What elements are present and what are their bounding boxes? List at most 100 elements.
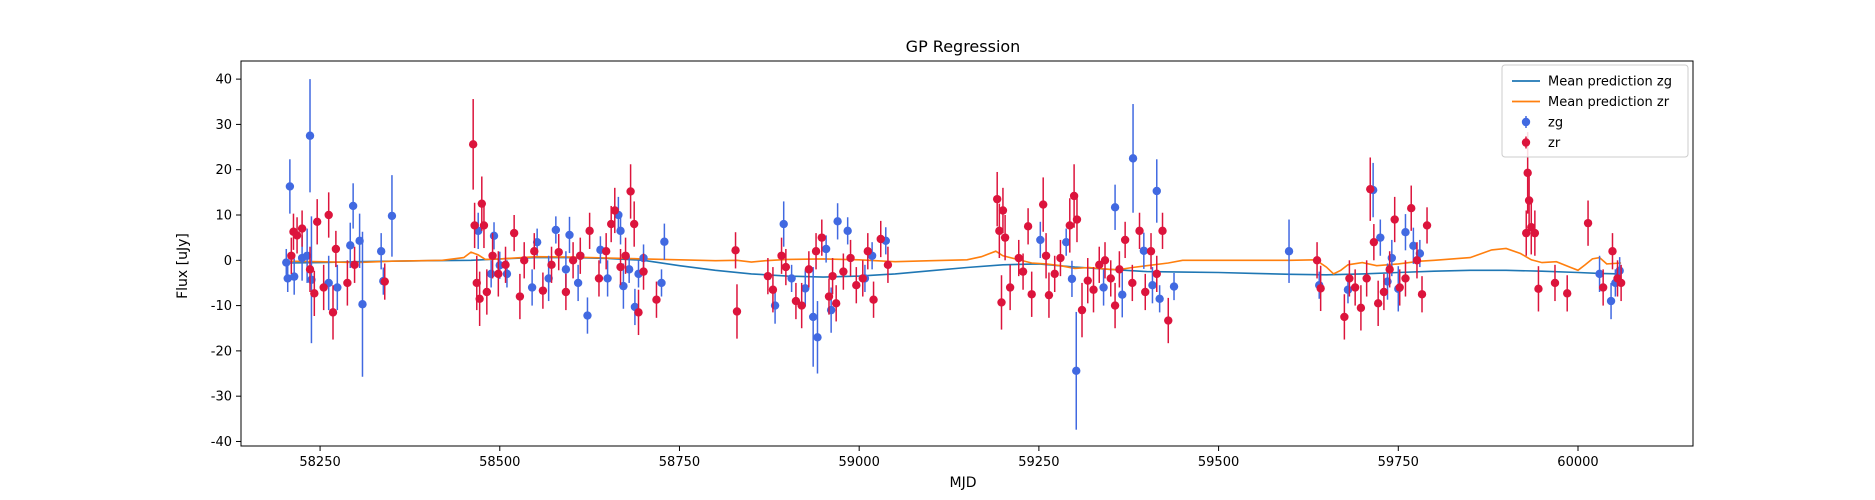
data-point-zr [1550,278,1560,288]
data-point-zr [1044,290,1054,300]
data-point-zg [821,244,831,254]
data-point-zr [1312,256,1322,265]
data-point-zr [1350,283,1360,292]
data-point-zg [1595,269,1604,279]
data-point-zg [1099,283,1108,292]
data-point-zr [470,221,479,230]
data-point-zr [585,226,594,236]
data-point-zg [283,274,292,283]
data-point-zr [1340,312,1349,322]
data-point-zr [1146,247,1156,256]
data-point-zr [472,278,481,288]
data-point-zg [1072,366,1081,376]
data-point-zg [1128,154,1138,163]
data-point-zg [1067,274,1077,284]
data-point-zr [992,194,1002,204]
data-point-zr [1407,204,1416,213]
data-point-zg [305,131,315,140]
data-point-zr [1110,301,1120,310]
data-point-zr [1616,278,1626,288]
data-point-zr [1069,191,1079,201]
data-point-zr [781,262,791,272]
data-point-zr [804,265,814,274]
data-point-zg [1148,281,1157,290]
data-point-zg [583,311,592,320]
data-point-zg [1415,249,1425,258]
data-point-zr [883,260,893,270]
y-tick-label: 40 [215,73,232,88]
data-point-zg [787,274,796,283]
data-point-zg [1387,253,1397,263]
data-point-zg [532,237,542,247]
data-point-zr [509,228,519,238]
series-zr [287,99,1626,344]
data-point-zr [482,287,492,297]
data-point-zr [652,295,661,304]
data-point-zr [287,251,296,260]
data-point-zr [828,271,837,281]
data-point-zg [779,219,788,229]
data-point-zg [1139,246,1149,255]
data-point-zg [657,278,666,288]
x-tick-label: 59250 [1018,455,1059,470]
data-point-zr [1115,265,1124,274]
data-point-zr [1422,221,1432,230]
data-point-zg [801,284,810,293]
data-point-zr [1316,284,1325,293]
data-point-zr [310,289,319,298]
data-point-zr [1379,287,1389,297]
y-tick-label: -40 [211,435,232,450]
y-tick-label: 10 [215,209,232,224]
data-point-zr [1023,222,1033,231]
data-point-zg [551,225,561,235]
data-point-zg [616,226,625,236]
x-tick-label: 59000 [838,455,879,470]
data-point-zr [839,267,848,276]
data-point-zr [594,274,604,283]
data-point-zr [1128,278,1137,288]
data-point-zr [1401,274,1410,283]
legend-box [1501,64,1689,158]
data-point-zr [1072,215,1082,224]
data-point-zr [324,210,333,220]
data-point-zg [624,265,634,274]
data-point-zr [1027,290,1036,299]
data-point-zr [629,219,639,229]
data-point-zr [328,308,338,317]
data-point-zg [282,258,291,267]
data-point-zr [998,206,1008,215]
y-tick-label: -10 [211,299,232,314]
data-point-zg [603,274,612,283]
data-point-zg [486,269,496,279]
legend-swatch-marker [1521,138,1531,147]
data-point-zg [1606,296,1616,306]
data-point-zr [312,217,322,226]
x-tick-label: 58500 [479,455,520,470]
data-point-zg [355,236,364,246]
data-point-zg [573,278,583,288]
y-tick-label: -30 [211,390,232,405]
data-point-zr [1345,274,1354,283]
data-point-zr [1563,289,1572,298]
data-point-zr [1106,274,1115,283]
data-point-zr [1018,267,1028,276]
legend-swatch-marker [1521,117,1531,127]
data-point-zr [824,292,834,301]
data-point-zg [1401,228,1410,237]
data-point-zg [1110,203,1120,212]
data-point-zr [846,253,855,263]
data-point-zr [811,247,821,256]
chart-title: GP Regression [906,37,1021,56]
data-point-zg [561,265,571,274]
data-point-zr [1373,299,1383,308]
data-point-zr [1050,269,1059,279]
legend-label: Mean prediction zg [1548,75,1672,90]
data-point-zr [319,283,328,292]
data-point-zg [619,281,628,291]
data-point-zr [1522,228,1531,238]
data-point-zg [808,312,818,322]
data-point-zr [1014,253,1023,263]
data-point-zr [515,292,525,301]
data-point-zg [565,230,574,240]
